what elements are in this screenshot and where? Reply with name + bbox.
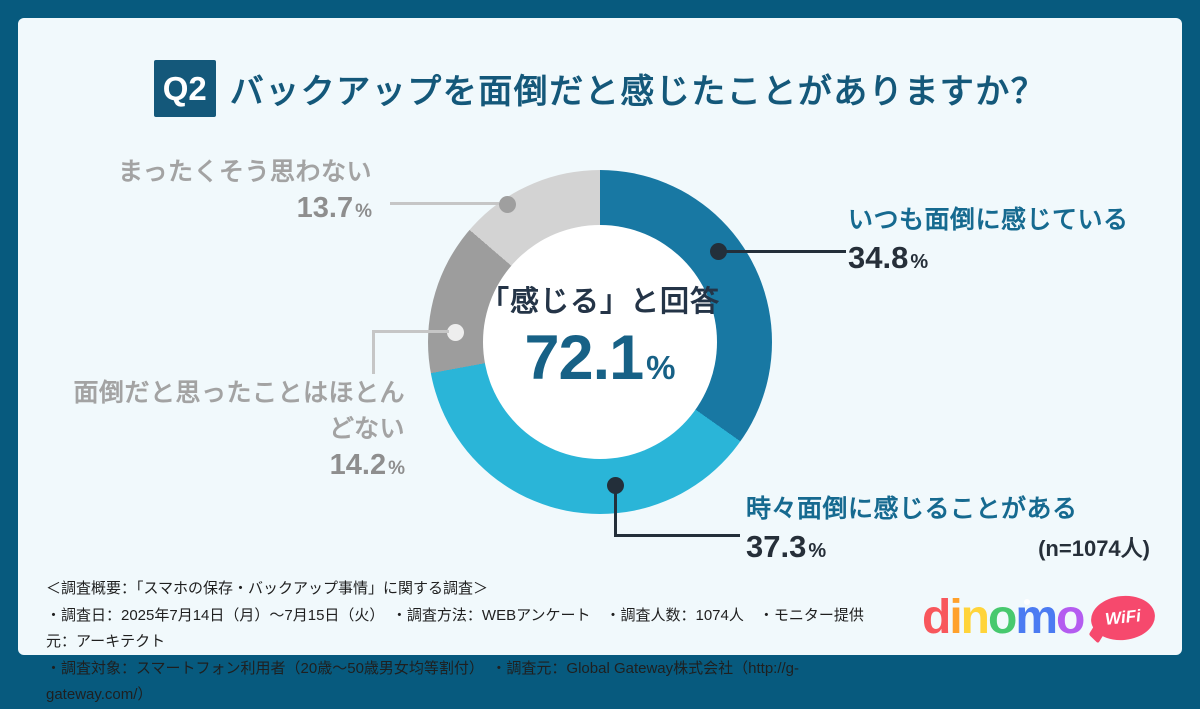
logo-letter: m bbox=[1015, 591, 1058, 644]
wifi-badge: WiFi bbox=[1089, 592, 1158, 644]
callout-value: 37.3 % bbox=[746, 529, 1078, 565]
callout-value-number: 14.2 bbox=[329, 449, 387, 481]
percent-sign: % bbox=[808, 540, 827, 562]
callout-label: いつも面倒に感じている bbox=[848, 206, 1129, 234]
callout-line bbox=[614, 534, 740, 537]
callout-hardly-ever: 面倒だと思ったことはほとんどない 14.2 % bbox=[60, 373, 405, 482]
percent-sign: % bbox=[388, 458, 405, 479]
footer-line: ・調査日：2025年7月14日（月）～7月15日（火） ・調査方法：WEBアンケ… bbox=[46, 606, 864, 651]
header: Q2 バックアップを面倒だと感じたことがありますか？ bbox=[0, 60, 1200, 117]
percent-sign: % bbox=[355, 201, 372, 222]
callout-dot bbox=[499, 196, 516, 213]
logo-letter: n bbox=[960, 591, 990, 644]
callout-line bbox=[718, 250, 846, 253]
callout-not-at-all: まったくそう思わない 13.7 % bbox=[60, 152, 372, 225]
logo-letter: i bbox=[949, 591, 962, 644]
callout-sometimes: 時々面倒に感じることがある 37.3 % bbox=[746, 489, 1078, 565]
question-badge: Q2 bbox=[153, 60, 216, 117]
footer-line: ＜調査概要：「スマホの保存・バックアップ事情」に関する調査＞ bbox=[46, 580, 489, 597]
logo-letter: o bbox=[1056, 591, 1085, 644]
callout-line bbox=[390, 202, 499, 205]
callout-label: 時々面倒に感じることがある bbox=[746, 495, 1078, 523]
callout-value: 34.8 % bbox=[848, 240, 1129, 276]
callout-value-number: 13.7 bbox=[296, 192, 354, 224]
survey-overview: ＜調査概要：「スマホの保存・バックアップ事情」に関する調査＞ ・調査日：2025… bbox=[46, 576, 886, 709]
logo-letter: d bbox=[922, 591, 951, 644]
callout-dot bbox=[607, 477, 624, 494]
logo-letter: o bbox=[988, 591, 1017, 644]
center-value: 72.1 % bbox=[440, 322, 760, 394]
footer-line: ・調査対象：スマートフォン利用者（20歳～50歳男女均等割付） ・調査元：Glo… bbox=[46, 659, 800, 704]
sample-size: (n=1074人) bbox=[1038, 536, 1150, 561]
callout-line bbox=[372, 330, 449, 333]
donut-hole bbox=[483, 225, 717, 459]
center-value-number: 72.1 bbox=[524, 323, 645, 393]
center-label: 「感じる」と回答 bbox=[479, 286, 720, 318]
callout-line bbox=[614, 493, 617, 536]
callout-line bbox=[372, 330, 375, 374]
callout-dot bbox=[447, 324, 464, 341]
callout-value-number: 34.8 bbox=[848, 240, 909, 275]
callout-always: いつも面倒に感じている 34.8 % bbox=[848, 200, 1129, 276]
callout-label: まったくそう思わない bbox=[117, 158, 372, 186]
callout-value: 13.7 % bbox=[60, 192, 372, 225]
percent-sign: % bbox=[910, 251, 929, 273]
center-caption: 「感じる」と回答 72.1 % bbox=[440, 278, 760, 394]
callout-value: 14.2 % bbox=[60, 449, 405, 482]
percent-sign: % bbox=[646, 349, 676, 386]
callout-value-number: 37.3 bbox=[746, 529, 807, 564]
wifi-label: WiFi bbox=[1104, 606, 1143, 629]
page-title: バックアップを面倒だと感じたことがありますか？ bbox=[229, 73, 1047, 111]
callout-label: 面倒だと思ったことはほとんどない bbox=[73, 379, 405, 443]
